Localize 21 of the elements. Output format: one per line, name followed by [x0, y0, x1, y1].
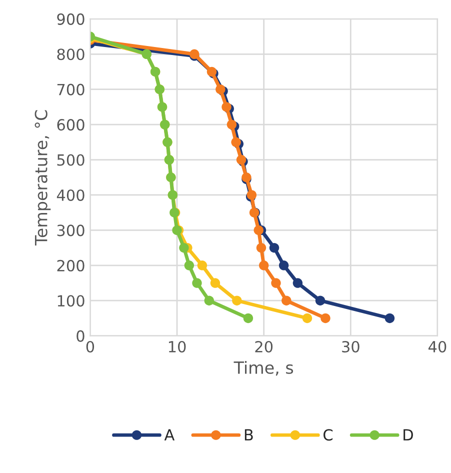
- y-tick-label: 0: [76, 330, 84, 342]
- x-axis-title: Time, s: [234, 361, 294, 376]
- legend-label: D: [404, 429, 413, 440]
- y-axis-title: Temperature, °C: [34, 110, 51, 246]
- y-tick-label: 600: [57, 119, 84, 131]
- y-tick-label: 200: [57, 260, 84, 272]
- y-tick-label: 100: [58, 295, 84, 307]
- y-tick-label: 800: [57, 48, 84, 60]
- x-tick-label: 30: [342, 340, 360, 353]
- x-tick-label: 10: [168, 340, 186, 353]
- y-tick-label: 700: [57, 84, 84, 96]
- x-tick-label: 40: [428, 340, 446, 353]
- y-tick-label: 500: [57, 154, 84, 166]
- y-tick-label: 300: [57, 224, 84, 236]
- y-tick-label: 900: [57, 13, 84, 25]
- x-tick-label: 0: [86, 340, 94, 353]
- x-tick-label: 20: [255, 340, 273, 353]
- legend-label: C: [324, 429, 333, 441]
- y-tick-label: 400: [56, 189, 84, 202]
- legend-label: B: [244, 429, 253, 440]
- legend-label: A: [164, 429, 175, 440]
